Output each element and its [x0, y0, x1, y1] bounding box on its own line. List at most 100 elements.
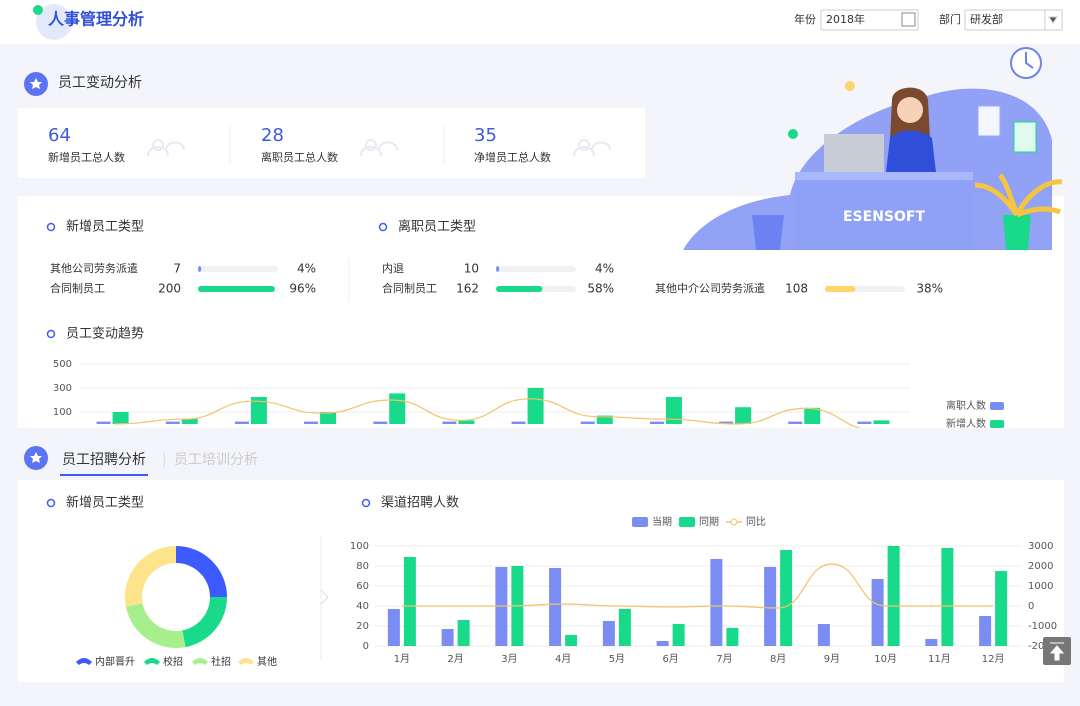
x-tick-label: 5月 [609, 653, 625, 665]
kpi-value: 35 [474, 125, 497, 146]
item-name: 其他公司劳务派遣 [50, 261, 138, 275]
kpi-value: 64 [48, 125, 71, 146]
star-icon [30, 78, 42, 89]
y-tick-label: 20 [356, 621, 369, 632]
kpi-label: 净增员工总人数 [474, 150, 551, 164]
trend-bar [873, 420, 890, 424]
divider-arrow [320, 589, 329, 605]
subtitle-dot [46, 498, 56, 508]
x-tick-label: 4月 [555, 653, 571, 665]
y-tick-label: 0 [363, 641, 369, 652]
bar [941, 548, 954, 646]
subtitle-dot [378, 222, 388, 232]
paper [977, 105, 1001, 137]
bar [726, 628, 739, 646]
item-count: 10 [464, 262, 479, 276]
legend-label: 离职人数 [946, 399, 986, 412]
legend-swatch [144, 658, 160, 665]
bar [871, 579, 884, 646]
item-percent: 58% [587, 282, 614, 296]
subtitle: 离职员工类型 [398, 219, 476, 235]
year-value: 2018年 [826, 12, 865, 26]
item-count: 7 [173, 262, 181, 276]
item-count: 162 [456, 282, 479, 296]
legend-swatch [679, 517, 695, 527]
trend-bar [857, 421, 872, 424]
kpi-label: 离职员工总人数 [261, 150, 338, 164]
kpi-label: 新增员工总人数 [48, 150, 125, 164]
bar [925, 639, 938, 646]
line-series [401, 563, 994, 609]
trend-bar [719, 421, 734, 424]
pot [1003, 215, 1031, 250]
x-tick-label: 1月 [394, 653, 410, 665]
trend-bar [511, 421, 526, 424]
logo-bubble [36, 4, 72, 40]
paper [1013, 121, 1037, 153]
bar [656, 641, 669, 646]
trend-bar [112, 412, 129, 424]
trend-bar [250, 397, 267, 424]
item-percent: 4% [297, 262, 316, 276]
trend-bar [320, 412, 337, 424]
trend-bar [458, 420, 475, 424]
subtitle-dot [46, 222, 56, 232]
donut-segment [176, 546, 227, 597]
y2-tick-label: 2000 [1028, 561, 1053, 572]
bar [995, 571, 1008, 646]
y2-tick-label: 0 [1028, 601, 1034, 612]
donut-segment [125, 603, 186, 648]
people-icon [360, 139, 398, 157]
kpi-value: 28 [261, 125, 284, 146]
y-tick-label: 300 [53, 383, 72, 394]
progress-track [198, 266, 278, 272]
item-percent: 96% [289, 282, 316, 296]
x-tick-label: 9月 [824, 653, 840, 665]
subtitle: 渠道招聘人数 [381, 496, 459, 511]
bar [549, 568, 562, 646]
donut-segment [125, 546, 176, 607]
y2-tick-label: -2000 [1028, 641, 1057, 652]
star-icon [30, 452, 42, 463]
bin [752, 215, 784, 250]
tab-separator: | [162, 452, 167, 468]
year-label: 年份 [794, 12, 816, 26]
body [886, 130, 936, 172]
item-name: 内退 [382, 261, 404, 275]
calendar-icon[interactable] [901, 12, 916, 27]
desk [795, 172, 973, 250]
item-name: 合同制员工 [382, 281, 437, 295]
y2-tick-label: 3000 [1028, 541, 1053, 552]
scroll-top-icon [1049, 642, 1065, 661]
trend-bar [804, 407, 821, 424]
y-tick-label: 100 [53, 407, 72, 418]
y-tick-label: 60 [356, 581, 369, 592]
progress-bar [198, 286, 275, 292]
trend-line [114, 398, 863, 428]
y2-tick-label: -1000 [1028, 621, 1057, 632]
subtitle: 新增员工类型 [66, 219, 144, 235]
x-tick-label: 6月 [662, 653, 678, 665]
item-count: 108 [785, 282, 808, 296]
dropdown-arrow[interactable] [1044, 10, 1058, 30]
people-icon [147, 139, 185, 157]
legend-label: 同期 [699, 516, 719, 528]
laptop [824, 134, 884, 172]
progress-track [496, 266, 576, 272]
x-tick-label: 8月 [770, 653, 786, 665]
year-input[interactable] [820, 9, 919, 31]
item-percent: 38% [916, 282, 943, 296]
tab[interactable]: 员工招聘分析 [62, 452, 146, 468]
subtitle-dot [46, 329, 56, 339]
tab[interactable]: 员工培训分析 [174, 452, 258, 468]
progress-bar [496, 266, 500, 272]
people-icon [573, 139, 611, 157]
trend-bar [596, 415, 613, 424]
dept-select[interactable] [964, 9, 1063, 31]
trend-bar [649, 421, 664, 424]
dept-label: 部门 [939, 12, 961, 26]
legend-swatch [632, 517, 648, 527]
legend-label: 当期 [652, 515, 672, 528]
